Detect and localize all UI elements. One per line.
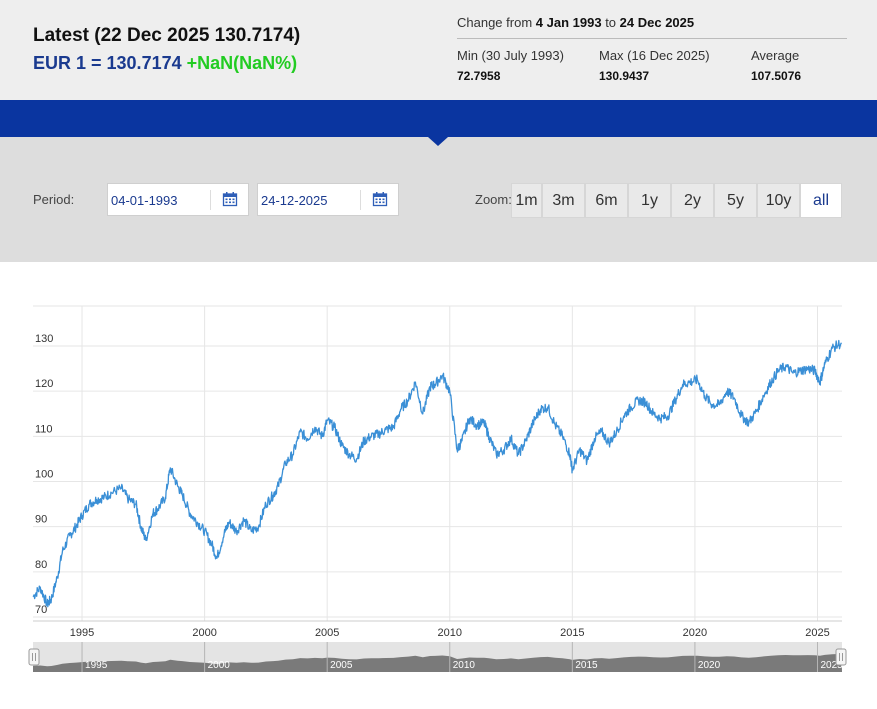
rate-series-line xyxy=(32,339,843,608)
navigator-label: 2010 xyxy=(453,660,476,671)
y-tick-label: 80 xyxy=(35,559,47,571)
navigator-label: 2015 xyxy=(575,660,598,671)
range-navigator[interactable]: 1995 2000 2005 2010 2015 2020 2025 xyxy=(28,642,847,672)
zoom-label: Zoom: xyxy=(475,192,512,207)
stat-max-label: Max (16 Dec 2025) xyxy=(599,48,710,63)
to-date-field[interactable]: 24-12-2025 xyxy=(257,183,399,216)
zoom-button-all[interactable]: all xyxy=(800,183,842,218)
header-divider xyxy=(457,38,847,39)
zoom-button-1y[interactable]: 1y xyxy=(628,183,671,218)
stat-average: Average 107.5076 xyxy=(751,48,801,83)
x-tick-label: 2010 xyxy=(438,627,462,639)
exchange-rate-chart[interactable]: 70 80 90 100 110 120 130 1995 2000 2005 2010 2015 2… xyxy=(0,262,877,709)
navigator-label: 2020 xyxy=(698,660,721,671)
header-panel: Latest (22 Dec 2025 130.7174) EUR 1 = 13… xyxy=(0,0,877,100)
stat-average-label: Average xyxy=(751,48,800,63)
from-date-field[interactable]: 04-01-1993 xyxy=(107,183,249,216)
x-tick-label: 1995 xyxy=(70,627,94,639)
x-tick-label: 2000 xyxy=(192,627,216,639)
stat-min: Min (30 July 1993) 72.7958 xyxy=(457,48,564,83)
y-tick-label: 90 xyxy=(35,514,47,526)
to-date-value[interactable]: 24-12-2025 xyxy=(261,193,328,208)
stat-min-value: 72.7958 xyxy=(457,69,501,83)
rate-text: EUR 1 = 130.7174 xyxy=(33,53,182,73)
controls-panel: Period: 04-01-1993 24-12-2025 xyxy=(0,137,877,262)
navigator-handle-icon[interactable] xyxy=(28,648,40,666)
from-date-value[interactable]: 04-01-1993 xyxy=(111,193,178,208)
change-mid: to xyxy=(605,15,617,30)
x-tick-label: 2015 xyxy=(560,627,584,639)
navigator-series-area xyxy=(33,653,842,672)
zoom-button-5y[interactable]: 5y xyxy=(714,183,757,218)
field-separator xyxy=(210,190,211,210)
y-tick-label: 120 xyxy=(35,378,53,390)
grid-lines xyxy=(33,305,842,622)
navigator-labels: 1995 2000 2005 2010 2015 2020 2025 xyxy=(81,642,843,672)
band-pointer xyxy=(428,137,448,146)
zoom-button-6m[interactable]: 6m xyxy=(585,183,628,218)
y-tick-label: 110 xyxy=(35,423,53,435)
stat-max-value: 130.9437 xyxy=(599,69,650,83)
change-from: 4 Jan 1993 xyxy=(535,15,602,30)
zoom-button-10y[interactable]: 10y xyxy=(757,183,800,218)
navigator-label: 2005 xyxy=(330,660,353,671)
navigator-handle-body xyxy=(835,648,847,666)
y-tick-label: 130 xyxy=(35,333,53,345)
navigator-label: 2025 xyxy=(820,660,843,671)
calendar-icon[interactable] xyxy=(372,191,388,207)
period-label: Period: xyxy=(33,192,75,207)
stat-average-value: 107.5076 xyxy=(751,69,802,83)
latest-title: Latest (22 Dec 2025 130.7174) xyxy=(33,25,301,46)
navigator-label: 2000 xyxy=(208,660,231,671)
change-text: +NaN(NaN%) xyxy=(186,53,298,73)
field-separator xyxy=(360,190,361,210)
navigator-label: 1995 xyxy=(85,660,108,671)
stat-min-label: Min (30 July 1993) xyxy=(457,48,564,63)
stat-max: Max (16 Dec 2025) 130.9437 xyxy=(599,48,710,83)
x-tick-label: 2005 xyxy=(315,627,339,639)
y-tick-label: 70 xyxy=(35,604,47,616)
change-range: Change from 4 Jan 1993 to 24 Dec 2025 xyxy=(457,15,694,30)
navigator-handle-body xyxy=(28,648,40,666)
zoom-button-3m[interactable]: 3m xyxy=(542,183,585,218)
x-tick-label: 2025 xyxy=(805,627,829,639)
accent-band xyxy=(0,100,877,137)
zoom-button-2y[interactable]: 2y xyxy=(671,183,714,218)
x-axis-labels: 1995 2000 2005 2010 2015 2020 2025 xyxy=(70,627,830,639)
zoom-button-1m[interactable]: 1m xyxy=(511,183,542,218)
navigator-handle-icon[interactable] xyxy=(835,648,847,666)
y-tick-label: 100 xyxy=(35,469,53,481)
change-to: 24 Dec 2025 xyxy=(619,15,695,30)
x-tick-label: 2020 xyxy=(683,627,707,639)
change-prefix: Change from xyxy=(457,15,533,30)
y-axis-labels: 70 80 90 100 110 120 130 xyxy=(35,333,53,616)
calendar-icon[interactable] xyxy=(222,191,238,207)
latest-rate: EUR 1 = 130.7174 +NaN(NaN%) xyxy=(33,53,297,74)
